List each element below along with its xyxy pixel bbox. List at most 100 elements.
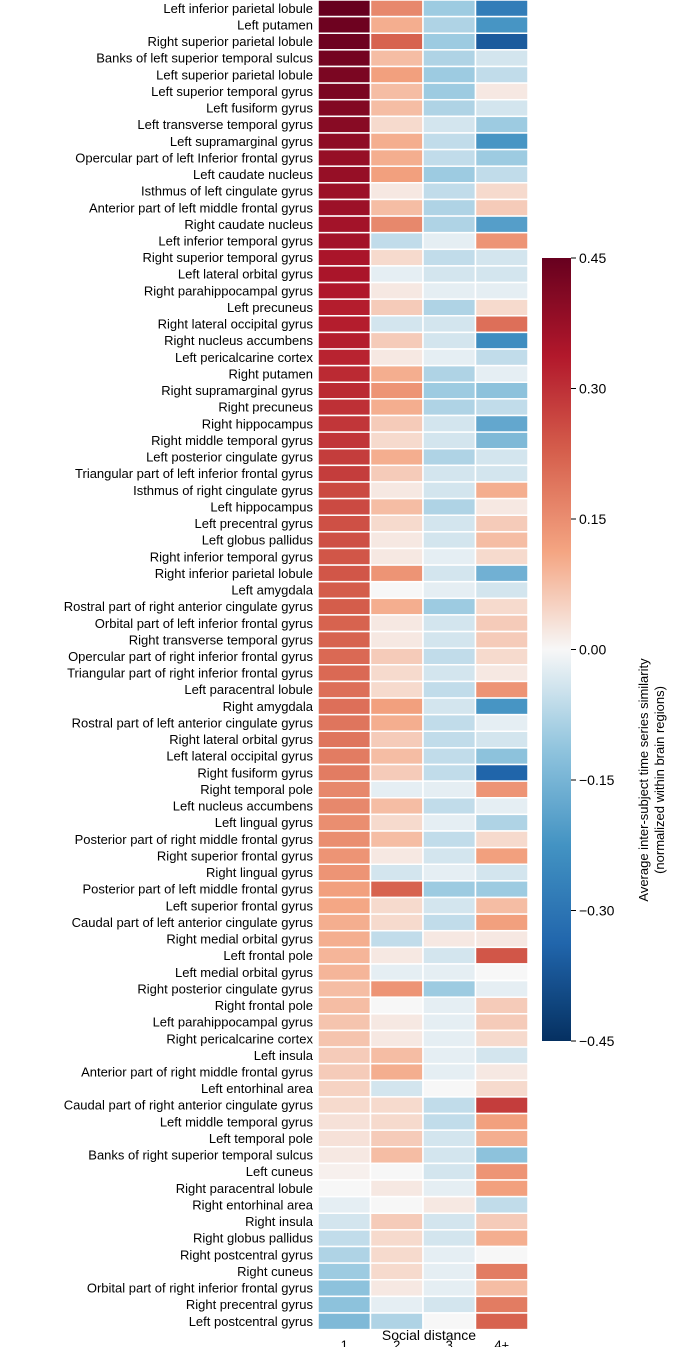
- heatmap-cell: [369, 132, 424, 151]
- heatmap-cell: [474, 98, 529, 118]
- heatmap-cell: [369, 182, 424, 201]
- row-label: Orbital part of left inferior frontal gy…: [95, 616, 314, 631]
- colorbar-scale: [542, 258, 571, 1041]
- heatmap-cell: [317, 979, 372, 998]
- row-label: Right precuneus: [218, 400, 313, 415]
- heatmap-cell: [317, 664, 372, 683]
- heatmap-cell: [317, 65, 372, 84]
- heatmap-cell: [474, 946, 529, 965]
- heatmap-cell: [422, 846, 477, 865]
- heatmap-cell: [474, 730, 529, 749]
- row-label: Left temporal pole: [209, 1131, 313, 1146]
- row-label: Left inferior temporal gyrus: [158, 233, 313, 248]
- heatmap-cell: [474, 1079, 529, 1098]
- heatmap-cell: [369, 597, 424, 616]
- heatmap-cell: [474, 580, 529, 600]
- heatmap-cell: [317, 1262, 372, 1281]
- heatmap-cell: [369, 697, 424, 716]
- heatmap-cell: [317, 863, 372, 882]
- heatmap-cell: [369, 630, 424, 649]
- heatmap-cell: [474, 697, 529, 716]
- heatmap-cell: [317, 830, 372, 849]
- heatmap-cell: [422, 198, 477, 217]
- heatmap-cell: [369, 747, 424, 766]
- heatmap-cell: [422, 929, 477, 949]
- row-label: Left parahippocampal gyrus: [153, 1015, 314, 1030]
- row-label: Right parahippocampal gyrus: [144, 283, 314, 298]
- heatmap-cell: [317, 1079, 372, 1098]
- heatmap-cell: [474, 597, 529, 616]
- heatmap-cell: [369, 647, 424, 666]
- row-label: Triangular part of right inferior fronta…: [67, 666, 313, 681]
- heatmap-cell: [369, 1062, 424, 1082]
- row-label: Left paracentral lobule: [184, 682, 313, 697]
- heatmap-cell: [474, 0, 529, 18]
- heatmap-cell: [317, 697, 372, 716]
- heatmap-cell: [317, 1013, 372, 1032]
- heatmap-cell: [317, 381, 372, 400]
- heatmap-cell: [369, 1229, 424, 1248]
- heatmap-cell: [422, 265, 477, 284]
- row-label: Right entorhinal area: [192, 1197, 313, 1212]
- row-label: Right frontal pole: [215, 998, 313, 1013]
- heatmap-cell: [422, 49, 477, 68]
- heatmap-cell: [369, 880, 424, 899]
- row-label: Left medial orbital gyrus: [175, 965, 314, 980]
- heatmap-cell: [369, 1245, 424, 1264]
- heatmap-cell: [474, 115, 529, 134]
- heatmap-cell: [422, 747, 477, 766]
- row-label: Right medial orbital gyrus: [166, 932, 313, 947]
- heatmap-cell: [474, 664, 529, 683]
- colorbar-tick-label: −0.30: [579, 903, 615, 919]
- heatmap-cell: [474, 65, 529, 84]
- heatmap-cell: [474, 630, 529, 649]
- heatmap-cell: [422, 1295, 477, 1314]
- heatmap-cell: [369, 331, 424, 350]
- heatmap-cell: [422, 1229, 477, 1248]
- heatmap-cell: [474, 647, 529, 666]
- heatmap-cell: [422, 564, 477, 583]
- heatmap-cell: [317, 231, 372, 251]
- heatmap-cell: [317, 929, 372, 949]
- heatmap-cell: [317, 315, 372, 334]
- heatmap-cell: [369, 98, 424, 118]
- row-label: Left precuneus: [227, 300, 314, 315]
- heatmap-cell: [369, 963, 424, 982]
- heatmap-cell: [369, 15, 424, 34]
- heatmap-cell: [317, 813, 372, 832]
- heatmap-cell: [474, 514, 529, 533]
- heatmap-cell: [317, 1229, 372, 1248]
- heatmap-cell: [422, 597, 477, 616]
- heatmap-cell: [369, 1112, 424, 1131]
- heatmap-cell: [474, 481, 529, 500]
- row-label: Posterior part of left middle frontal gy…: [83, 882, 314, 897]
- colorbar-tick-label: 0.45: [579, 250, 606, 266]
- heatmap-cell: [474, 364, 529, 384]
- heatmap-cell: [317, 1295, 372, 1314]
- heatmap-cell: [474, 1013, 529, 1032]
- heatmap-cell: [317, 1112, 372, 1131]
- heatmap-cell: [422, 1096, 477, 1115]
- heatmap-cell: [474, 348, 529, 367]
- heatmap-cell: [317, 531, 372, 550]
- heatmap-cell: [369, 813, 424, 832]
- heatmap-cell: [474, 880, 529, 899]
- heatmap-cell: [474, 132, 529, 151]
- heatmap-cell: [474, 1062, 529, 1082]
- heatmap-cell: [369, 1029, 424, 1048]
- heatmap-cell: [369, 730, 424, 749]
- row-label: Right caudate nucleus: [184, 217, 313, 232]
- x-tick-label: 2: [393, 1338, 400, 1347]
- row-label: Right transverse temporal gyrus: [129, 632, 314, 647]
- heatmap-cell: [422, 730, 477, 749]
- heatmap-cell: [474, 165, 529, 184]
- heatmap-cell: [369, 315, 424, 334]
- heatmap-cell: [422, 431, 477, 450]
- row-label: Right lingual gyrus: [206, 865, 313, 880]
- row-label: Left superior parietal lobule: [156, 67, 313, 82]
- heatmap-cell: [369, 580, 424, 600]
- heatmap-cell: [369, 348, 424, 367]
- colorbar-tick-label: −0.15: [579, 772, 615, 788]
- heatmap-cell: [317, 1029, 372, 1048]
